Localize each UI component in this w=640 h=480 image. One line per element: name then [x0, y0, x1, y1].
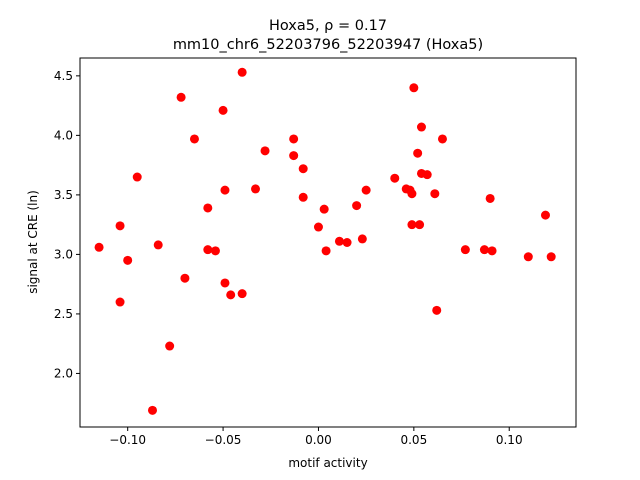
- data-point-38: [407, 189, 417, 199]
- y-tick-label: 4.0: [54, 128, 73, 142]
- data-point-17: [220, 278, 230, 288]
- x-tick-label: −0.10: [109, 433, 146, 447]
- data-point-21: [251, 184, 261, 194]
- data-point-50: [479, 245, 489, 255]
- data-point-15: [218, 105, 228, 115]
- data-point-26: [298, 192, 308, 202]
- data-point-25: [298, 164, 308, 174]
- data-point-20: [237, 289, 247, 299]
- data-point-30: [334, 236, 344, 246]
- data-point-3: [115, 297, 125, 307]
- y-tick-label: 2.5: [54, 307, 73, 321]
- y-axis-ticks: 2.0 2.5 3.0 3.5 4.0 4.5: [54, 69, 80, 380]
- data-point-28: [319, 204, 329, 214]
- data-point-1: [94, 242, 104, 252]
- x-tick-label: 0.00: [305, 433, 332, 447]
- data-point-7: [153, 240, 163, 250]
- data-point-6: [147, 405, 157, 415]
- data-point-12: [203, 203, 213, 213]
- data-point-34: [361, 185, 371, 195]
- data-point-13: [203, 245, 213, 255]
- data-point-29: [321, 246, 331, 256]
- x-tick-label: 0.05: [400, 433, 427, 447]
- data-point-10: [180, 273, 190, 283]
- y-tick-label: 2.0: [54, 366, 73, 380]
- data-point-24: [289, 151, 299, 161]
- data-point-14: [210, 246, 220, 256]
- y-tick-label: 3.0: [54, 247, 73, 261]
- data-point-9: [176, 92, 186, 102]
- data-point-39: [407, 220, 417, 230]
- data-point-31: [342, 238, 352, 247]
- data-point-4: [123, 255, 133, 265]
- data-point-53: [523, 252, 533, 262]
- chart-title-line-2: mm10_chr6_52203796_52203947 (Hoxa5): [173, 37, 483, 53]
- data-point-41: [413, 148, 423, 158]
- plot-area-frame: [79, 57, 577, 428]
- data-point-32: [352, 201, 362, 211]
- data-point-22: [260, 146, 270, 156]
- y-axis-label: signal at CRE (ln): [26, 190, 40, 294]
- data-point-11: [189, 134, 199, 144]
- data-point-54: [540, 210, 550, 220]
- chart-title-line-1: Hoxa5, ρ = 0.17: [269, 18, 387, 34]
- data-point-8: [165, 341, 175, 351]
- data-point-55: [546, 252, 556, 262]
- data-point-48: [437, 134, 447, 144]
- data-point-42: [415, 220, 425, 230]
- data-point-51: [485, 193, 495, 203]
- data-point-46: [430, 189, 440, 199]
- data-points: [94, 67, 556, 415]
- data-point-16: [220, 185, 230, 195]
- y-tick-label: 3.5: [54, 188, 73, 202]
- data-point-18: [226, 290, 236, 300]
- data-point-47: [432, 305, 442, 315]
- data-point-43: [416, 122, 426, 132]
- data-point-19: [237, 67, 247, 77]
- x-axis-label: motif activity: [288, 456, 367, 470]
- data-point-5: [132, 172, 142, 182]
- y-tick-label: 4.5: [54, 69, 73, 83]
- x-tick-label: −0.05: [205, 433, 242, 447]
- data-point-52: [487, 246, 497, 256]
- data-point-45: [422, 170, 432, 180]
- data-point-23: [289, 134, 299, 144]
- x-tick-label: 0.10: [496, 433, 523, 447]
- data-point-33: [357, 234, 367, 244]
- data-point-49: [460, 245, 470, 255]
- data-point-2: [115, 221, 125, 231]
- data-point-40: [409, 83, 419, 93]
- x-axis-ticks: −0.10 −0.05 0.00 0.05 0.10: [109, 427, 523, 447]
- data-point-35: [390, 173, 400, 183]
- data-point-27: [313, 222, 323, 232]
